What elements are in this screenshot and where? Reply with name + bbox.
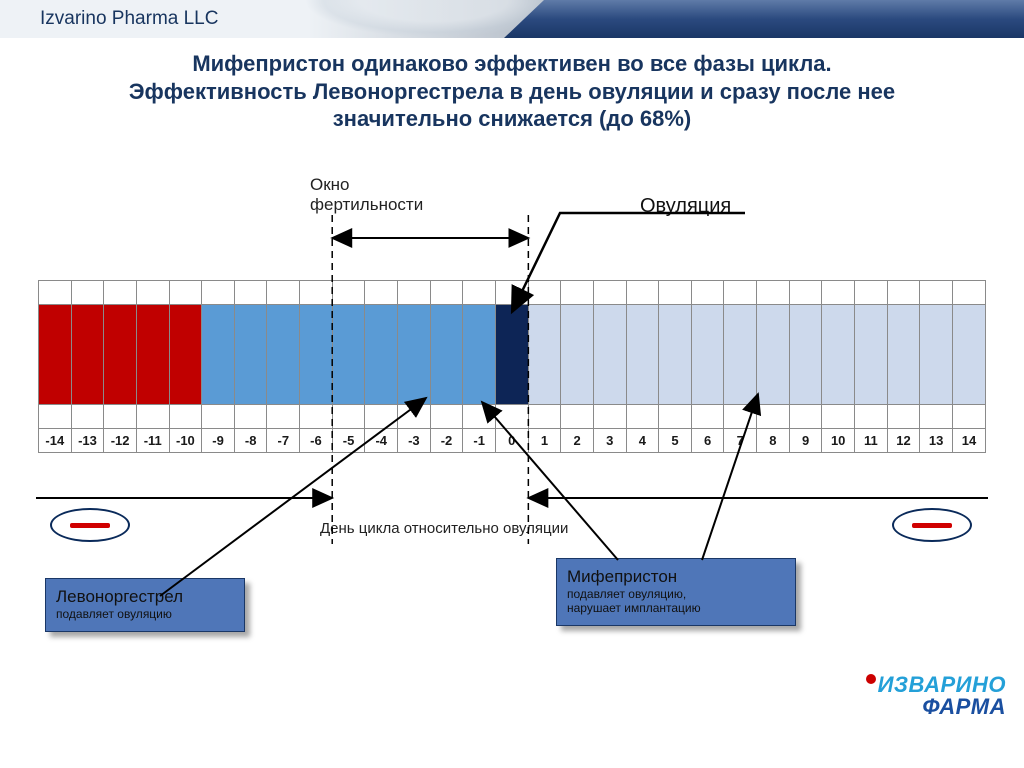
day-label: -12 — [104, 429, 137, 453]
day-label: 14 — [952, 429, 985, 453]
fertility-window-label: Окно фертильности — [310, 175, 423, 215]
cycle-day-cell — [234, 305, 267, 405]
cycle-day-cell — [39, 305, 72, 405]
cycle-day-cell — [71, 305, 104, 405]
minus-icon — [912, 523, 952, 528]
header-blue-bar — [504, 0, 1024, 38]
cycle-day-cell — [104, 305, 137, 405]
box-title: Левоноргестрел — [56, 587, 234, 607]
day-label: 3 — [593, 429, 626, 453]
day-label: 2 — [561, 429, 594, 453]
day-label: 10 — [822, 429, 855, 453]
day-label: -11 — [136, 429, 169, 453]
cycle-day-cell — [659, 305, 692, 405]
cycle-day-cell — [757, 305, 790, 405]
cycle-day-cell — [463, 305, 496, 405]
cycle-day-cell — [398, 305, 431, 405]
day-label: -10 — [169, 429, 202, 453]
cycle-day-cell — [332, 305, 365, 405]
cycle-day-cell — [789, 305, 822, 405]
cycle-day-cell — [593, 305, 626, 405]
cycle-day-cell — [626, 305, 659, 405]
day-label: 5 — [659, 429, 692, 453]
box-note: подавляет овуляцию, нарушает имплантацию — [567, 587, 785, 615]
minus-icon — [70, 523, 110, 528]
day-label: 13 — [920, 429, 953, 453]
day-label: 7 — [724, 429, 757, 453]
ovulation-label: Овуляция — [640, 195, 731, 218]
day-label: -4 — [365, 429, 398, 453]
cycle-day-cell — [202, 305, 235, 405]
mifepristone-box: Мифепристон подавляет овуляцию, нарушает… — [556, 558, 796, 626]
day-label: 8 — [757, 429, 790, 453]
company-logo: ИЗВАРИНО ФАРМА — [866, 672, 1006, 720]
day-label: -6 — [300, 429, 333, 453]
cycle-day-cell — [136, 305, 169, 405]
main-title: Мифепристон одинаково эффективен во все … — [0, 50, 1024, 133]
day-label: -7 — [267, 429, 300, 453]
menses-marker-left — [50, 508, 130, 542]
day-label: 0 — [495, 429, 528, 453]
menses-marker-right — [892, 508, 972, 542]
cycle-day-cell — [169, 305, 202, 405]
logo-dot-icon — [866, 674, 876, 684]
day-label: 4 — [626, 429, 659, 453]
day-label: -2 — [430, 429, 463, 453]
box-title: Мифепристон — [567, 567, 785, 587]
cycle-timeline-chart: -14-13-12-11-10-9-8-7-6-5-4-3-2-10123456… — [38, 280, 986, 453]
title-line: Мифепристон одинаково эффективен во все … — [50, 50, 974, 78]
cycle-day-cell — [365, 305, 398, 405]
day-label: 1 — [528, 429, 561, 453]
cycle-day-cell — [952, 305, 985, 405]
cycle-day-cell — [528, 305, 561, 405]
day-label: 9 — [789, 429, 822, 453]
day-label: 6 — [691, 429, 724, 453]
day-label: 11 — [855, 429, 888, 453]
levonorgestrel-box: Левоноргестрел подавляет овуляцию — [45, 578, 245, 632]
title-line: значительно снижается (до 68%) — [50, 105, 974, 133]
cycle-day-cell — [822, 305, 855, 405]
cycle-day-cell — [495, 305, 528, 405]
cycle-day-cell — [430, 305, 463, 405]
day-label: -8 — [234, 429, 267, 453]
box-note: подавляет овуляцию — [56, 607, 234, 621]
cycle-day-cell — [920, 305, 953, 405]
day-label: -5 — [332, 429, 365, 453]
title-line: Эффективность Левоноргестрела в день ову… — [50, 78, 974, 106]
day-label: 12 — [887, 429, 920, 453]
cycle-day-cell — [691, 305, 724, 405]
cycle-day-cell — [561, 305, 594, 405]
company-name: Izvarino Pharma LLC — [40, 8, 218, 30]
day-label: -13 — [71, 429, 104, 453]
cycle-day-cell — [267, 305, 300, 405]
cycle-day-cell — [300, 305, 333, 405]
day-label: -1 — [463, 429, 496, 453]
axis-label: День цикла относительно овуляции — [320, 520, 568, 537]
cycle-day-cell — [887, 305, 920, 405]
day-label: -14 — [39, 429, 72, 453]
day-label: -9 — [202, 429, 235, 453]
cycle-day-cell — [855, 305, 888, 405]
cycle-day-cell — [724, 305, 757, 405]
day-label: -3 — [398, 429, 431, 453]
